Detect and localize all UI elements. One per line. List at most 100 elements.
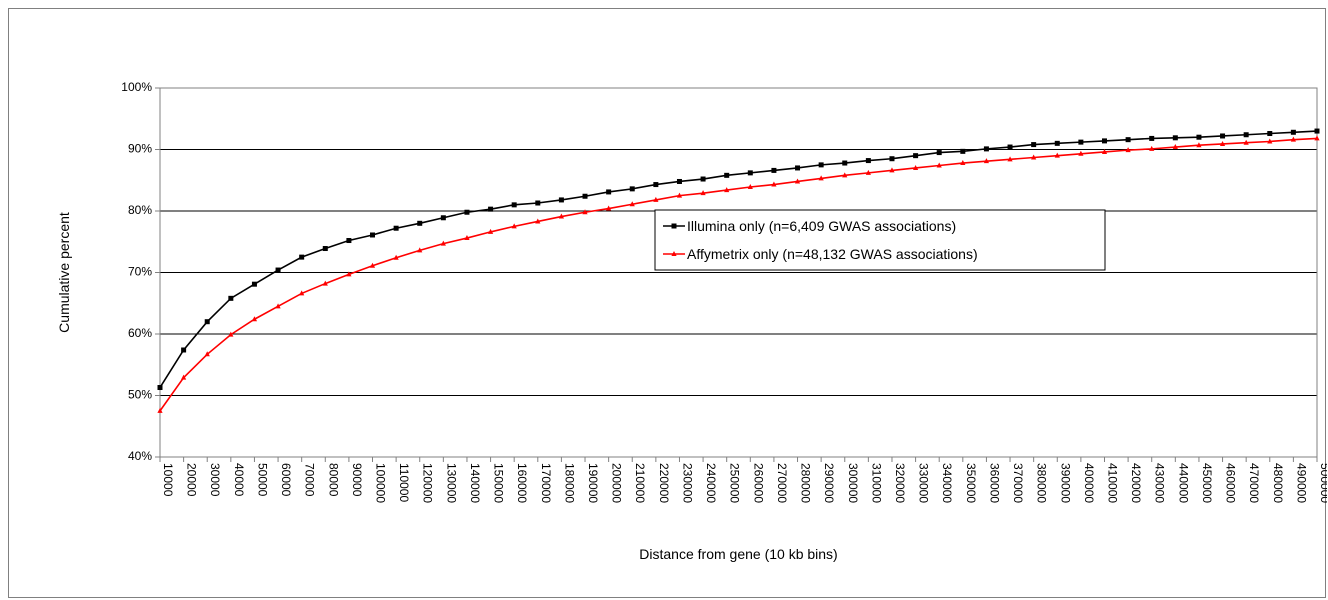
x-tick-label: 480000 [1271,463,1285,503]
y-tick-label: 40% [128,449,152,463]
x-tick-label: 190000 [586,463,600,503]
data-point [1149,135,1155,141]
data-point [558,197,564,203]
y-tick-label: 50% [128,388,152,402]
data-point [1031,142,1037,148]
legend: Illumina only (n=6,409 GWAS associations… [654,209,1106,271]
data-point [417,220,423,226]
data-point [1290,129,1296,135]
series-1 [157,128,1320,391]
data-point [771,167,777,173]
data-point [794,178,801,184]
data-point [700,176,706,182]
data-point [960,160,966,166]
x-tick-label: 20000 [185,463,199,497]
data-point [346,271,352,277]
legend-marker [671,223,677,229]
data-point [1172,135,1178,141]
data-point [511,223,517,229]
data-point [747,184,753,190]
data-point [1125,137,1131,143]
data-point [535,218,541,224]
x-tick-label: 430000 [1153,463,1167,503]
data-point [228,331,234,337]
data-point [842,160,848,166]
x-tick-label: 440000 [1176,463,1190,503]
data-point [724,187,730,193]
x-tick-label: 40000 [232,463,246,497]
x-tick-label: 390000 [1058,463,1072,503]
y-axis-title: Cumulative percent [56,212,72,333]
data-point [653,196,659,202]
x-tick-label: 170000 [539,463,553,503]
data-point [157,385,163,391]
data-point [629,186,635,192]
data-point [487,228,494,234]
series-line [159,137,1318,412]
data-point [488,206,494,212]
data-point [606,189,612,195]
x-tick-label: 370000 [1011,463,1025,503]
x-tick-label: 60000 [279,463,293,497]
data-point [417,247,423,253]
data-point [1101,138,1107,144]
data-point [1267,138,1273,144]
y-tick-label: 90% [128,142,152,156]
series-line [159,130,1318,388]
x-tick-label: 250000 [728,463,742,503]
series-layer [157,128,1320,413]
data-point [1243,139,1249,145]
data-point [511,202,517,208]
data-point [889,167,895,173]
data-point [606,205,612,211]
data-point [1054,152,1060,158]
data-point [653,182,659,188]
data-point [1314,128,1320,134]
data-point [1172,144,1178,150]
data-point [299,290,305,296]
x-tick-label: 160000 [515,463,529,503]
data-point [440,240,446,246]
x-tick-label: 90000 [350,463,364,497]
series-2 [157,135,1320,413]
data-point [818,162,824,168]
x-tick-label: 330000 [917,463,931,503]
x-tick-label: 290000 [822,463,836,503]
data-point [676,192,683,198]
x-tick-label: 470000 [1247,463,1261,503]
data-point [181,347,187,353]
data-point [204,351,210,357]
x-tick-label: 410000 [1105,463,1119,503]
data-point [1267,131,1273,137]
data-point [1031,154,1037,160]
y-tick-label: 100% [121,80,152,94]
data-point [535,200,541,206]
data-point [771,181,777,187]
x-tick-label: 110000 [397,463,411,502]
data-point [913,153,919,159]
x-tick-label: 10000 [161,463,175,497]
data-point [936,162,942,168]
y-tick-label: 80% [128,203,152,217]
data-point [251,281,257,287]
data-point [393,254,399,260]
y-tick-label: 60% [128,326,152,340]
x-tick-label: 270000 [775,463,789,503]
data-point [983,158,990,164]
data-point [795,165,801,171]
data-point [818,175,824,181]
data-point [865,169,871,175]
x-tick-label: 210000 [633,463,647,503]
x-tick-label: 300000 [846,463,860,503]
x-tick-label: 50000 [255,463,269,497]
data-point [251,316,258,322]
data-point [393,225,399,231]
x-tick-label: 500000 [1318,463,1327,503]
data-point [724,172,730,178]
data-point [629,201,635,207]
x-tick-label: 490000 [1294,463,1308,503]
legend-item: Illumina only (n=6,409 GWAS associations… [663,218,956,234]
data-point [157,407,163,413]
data-point [1078,150,1084,156]
data-point [747,170,753,176]
